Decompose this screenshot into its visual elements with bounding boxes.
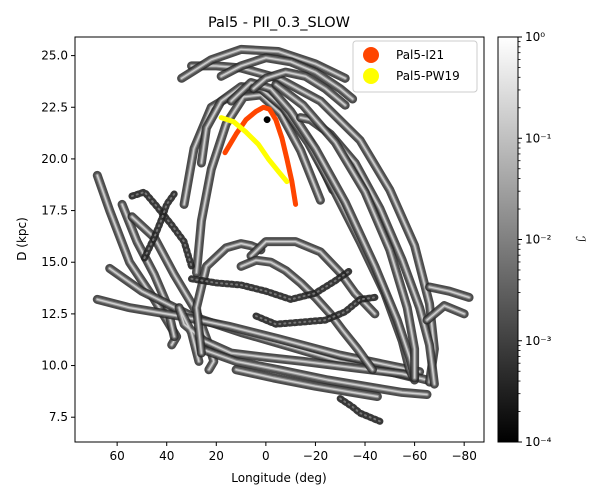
density-stream (249, 67, 350, 110)
colorbar-gradient (497, 36, 519, 443)
x-tick-label: 60 (109, 449, 124, 463)
density-stream (196, 344, 432, 399)
x-tick-label: −60 (402, 449, 427, 463)
density-stream (236, 255, 377, 375)
legend: Pal5-I21 Pal5-PW19 (352, 40, 478, 93)
density-clump (188, 267, 354, 303)
legend-label-pal5-pw19: Pal5-PW19 (396, 69, 460, 83)
y-tick-label: 7.5 (49, 410, 68, 424)
y-tick-label: 20.0 (41, 152, 68, 166)
y-axis-label: D (kpc) (15, 217, 29, 261)
y-tick-label: 15.0 (41, 255, 68, 269)
plot-frame (74, 36, 485, 443)
density-streams (92, 44, 474, 425)
colorbar-ticks: 10⁻⁴ 10⁻³ 10⁻² 10⁻¹ 10⁰ (518, 30, 552, 449)
x-tick-label: 40 (159, 449, 174, 463)
y-tick-label: 12.5 (41, 307, 68, 321)
colorbar-label: ℐ (572, 236, 587, 242)
legend-marker-pal5-pw19 (363, 68, 379, 84)
colorbar-tick-label: 10⁰ (525, 30, 545, 44)
x-axis-label: Longitude (deg) (231, 471, 326, 485)
colorbar-tick-label: 10⁻⁴ (525, 435, 552, 449)
legend-label-pal5-i21: Pal5-I21 (396, 48, 444, 62)
density-stream (92, 294, 425, 377)
density-stream (246, 237, 380, 319)
density-clump (140, 190, 178, 262)
legend-box (352, 40, 478, 93)
colorbar-tick-label: 10⁻¹ (525, 131, 552, 145)
density-stream (192, 90, 325, 278)
x-tick-label: −20 (303, 449, 328, 463)
x-axis-ticks: 60 40 20 0 −20 −40 −60 −80 (109, 442, 477, 463)
y-tick-label: 22.5 (41, 100, 68, 114)
x-tick-label: 20 (209, 449, 224, 463)
x-tick-label: −40 (352, 449, 377, 463)
series-line (218, 115, 290, 185)
colorbar: 10⁻⁴ 10⁻³ 10⁻² 10⁻¹ 10⁰ ℐ (497, 30, 587, 449)
colorbar-tick-label: 10⁻³ (525, 334, 552, 348)
density-stream (216, 53, 358, 104)
legend-marker-pal5-i21 (363, 47, 379, 63)
x-tick-label: −80 (452, 449, 477, 463)
y-axis-ticks: 7.5 10.0 12.5 15.0 17.5 20.0 22.5 25.0 (41, 49, 75, 424)
density-stream (422, 301, 469, 325)
density-stream (177, 44, 350, 83)
cluster-point (263, 116, 271, 124)
y-tick-label: 17.5 (41, 204, 68, 218)
x-tick-label: 0 (262, 449, 270, 463)
density-stream (425, 282, 474, 302)
density-clump (336, 395, 384, 425)
chart-title: Pal5 - PII_0.3_SLOW (208, 15, 350, 31)
y-tick-label: 25.0 (41, 49, 68, 63)
overlay-tracks (218, 104, 299, 207)
density-stream (192, 239, 266, 358)
density-stream (231, 365, 382, 401)
density-stream (271, 80, 420, 383)
series-line (222, 104, 299, 207)
y-tick-label: 10.0 (41, 359, 68, 373)
density-clump (252, 293, 379, 328)
colorbar-tick-label: 10⁻² (525, 233, 552, 247)
